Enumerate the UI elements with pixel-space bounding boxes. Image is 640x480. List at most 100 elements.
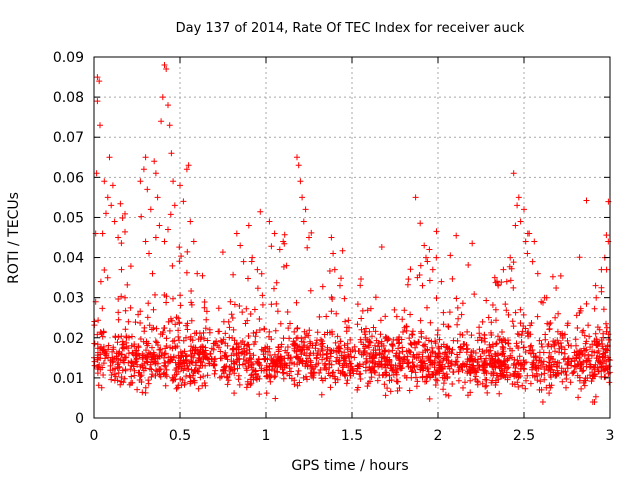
data-point [405, 276, 412, 283]
data-point [518, 339, 525, 345]
data-point [166, 122, 173, 129]
data-point [176, 258, 183, 265]
data-point [512, 365, 519, 371]
data-point [377, 331, 384, 338]
data-point [169, 345, 176, 352]
data-point [215, 328, 222, 335]
data-point [429, 344, 435, 351]
data-point [370, 324, 377, 331]
data-point [344, 346, 351, 353]
data-point [163, 373, 170, 380]
data-point [176, 244, 183, 251]
data-point [138, 213, 145, 220]
x-tick-label: 0 [90, 428, 99, 444]
data-point [347, 336, 354, 343]
data-point [130, 363, 137, 370]
data-point [252, 333, 259, 340]
data-point [167, 353, 174, 360]
data-point [94, 74, 101, 81]
data-point [381, 381, 388, 388]
data-point [152, 234, 159, 241]
data-point [330, 250, 337, 257]
data-point [299, 357, 306, 364]
data-point [303, 358, 310, 365]
data-point [604, 324, 610, 331]
data-point [183, 360, 190, 367]
data-point [596, 359, 603, 366]
data-point [343, 380, 350, 387]
data-point [122, 210, 128, 217]
data-point [379, 351, 386, 358]
data-point [189, 359, 196, 366]
data-point [167, 315, 174, 322]
data-point [482, 383, 489, 390]
data-point [97, 122, 103, 129]
y-tick-label: 0.04 [53, 251, 84, 267]
data-point [552, 348, 558, 355]
data-point [135, 311, 142, 318]
data-point [524, 250, 531, 257]
data-point [99, 333, 106, 340]
data-point [386, 377, 393, 384]
data-point [541, 370, 548, 377]
data-point [94, 341, 101, 348]
data-point [142, 384, 149, 391]
data-point [196, 351, 203, 357]
data-point [419, 362, 426, 369]
data-point [162, 363, 169, 370]
data-point [312, 363, 319, 370]
data-point [165, 318, 172, 325]
data-point [536, 349, 543, 356]
data-point [210, 346, 217, 353]
data-point [100, 372, 107, 378]
data-point [483, 369, 490, 376]
data-point [398, 336, 405, 343]
x-tick-label: 1 [262, 428, 271, 444]
data-point [455, 368, 462, 375]
data-point [95, 317, 102, 324]
data-point [175, 327, 182, 334]
data-point [382, 313, 389, 320]
data-point [598, 364, 605, 371]
data-point [419, 282, 426, 289]
data-point [335, 348, 342, 355]
data-point [598, 266, 605, 273]
data-point [453, 232, 460, 239]
data-point [157, 346, 164, 353]
data-point [219, 339, 226, 346]
data-point [115, 309, 122, 316]
data-point [327, 346, 334, 353]
data-point [328, 234, 335, 241]
data-point [98, 330, 105, 337]
data-point [169, 377, 176, 384]
data-point [318, 391, 325, 398]
data-point [497, 373, 504, 380]
data-point [118, 240, 125, 247]
data-point [163, 299, 170, 306]
data-point [498, 279, 505, 286]
data-point [245, 333, 252, 339]
data-point [479, 362, 486, 369]
data-point [424, 258, 431, 265]
data-point [580, 367, 587, 374]
data-point [592, 330, 599, 337]
data-point [600, 330, 607, 337]
data-point [212, 367, 219, 374]
data-point [290, 338, 297, 345]
data-point [556, 349, 562, 356]
axis-ticks [93, 56, 611, 419]
data-point [302, 334, 309, 341]
data-point [579, 368, 586, 375]
data-point [254, 359, 261, 366]
data-point [479, 380, 486, 387]
data-point [110, 346, 117, 353]
data-point [502, 357, 509, 364]
data-point [564, 337, 571, 344]
data-point [231, 390, 238, 397]
data-point [519, 328, 526, 335]
data-point [134, 386, 141, 393]
data-point [285, 325, 292, 332]
data-point [135, 343, 142, 350]
data-point [357, 282, 364, 289]
data-point [527, 350, 534, 357]
